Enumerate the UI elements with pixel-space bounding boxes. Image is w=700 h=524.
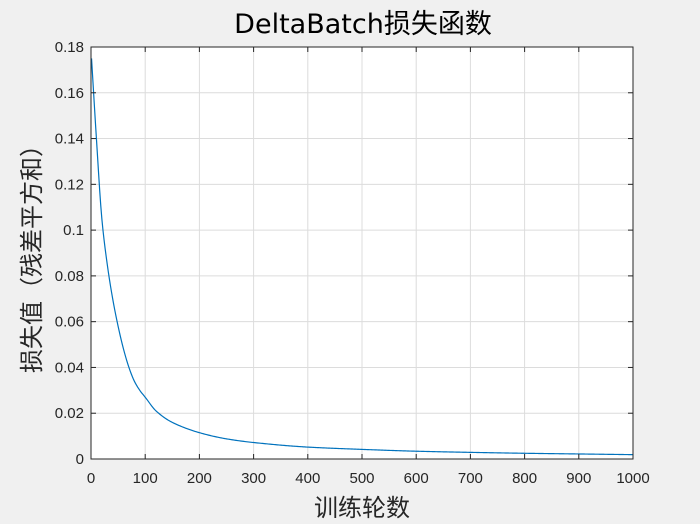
x-tick-label: 600 bbox=[404, 470, 429, 487]
x-tick-label: 100 bbox=[133, 470, 158, 487]
x-tick-label: 400 bbox=[295, 470, 320, 487]
x-tick-label: 900 bbox=[566, 470, 591, 487]
x-tick-label: 200 bbox=[187, 470, 212, 487]
y-tick-label: 0.02 bbox=[55, 405, 84, 422]
x-tick-label: 800 bbox=[512, 470, 537, 487]
x-tick-label: 1000 bbox=[616, 470, 649, 487]
y-tick-label: 0.08 bbox=[55, 268, 84, 285]
x-tick-label: 300 bbox=[241, 470, 266, 487]
series-line bbox=[90, 58, 634, 456]
y-tick-label: 0.14 bbox=[55, 131, 84, 148]
x-tick-label: 700 bbox=[458, 470, 483, 487]
y-tick-label: 0.16 bbox=[55, 85, 84, 102]
y-tick-label: 0.06 bbox=[55, 314, 84, 331]
y-tick-label: 0.04 bbox=[55, 359, 84, 376]
x-tick-label: 500 bbox=[349, 470, 374, 487]
y-tick-label: 0 bbox=[76, 451, 84, 468]
x-tick-label: 0 bbox=[87, 470, 95, 487]
y-tick-label: 0.18 bbox=[55, 39, 84, 56]
y-tick-label: 0.12 bbox=[55, 176, 84, 193]
series-layer bbox=[90, 58, 634, 456]
y-tick-label: 0.1 bbox=[63, 222, 84, 239]
ticks-layer: 0 100 200 300 400 500 600 700 800 900 1000 0 0.02 0.0… bbox=[55, 39, 650, 487]
chart-title: DeltaBatch损失函数 bbox=[234, 9, 492, 40]
grid-lines bbox=[91, 47, 633, 459]
x-axis-label: 训练轮数 bbox=[314, 494, 410, 522]
y-axis-label: 损失值（残差平方和） bbox=[18, 133, 46, 373]
